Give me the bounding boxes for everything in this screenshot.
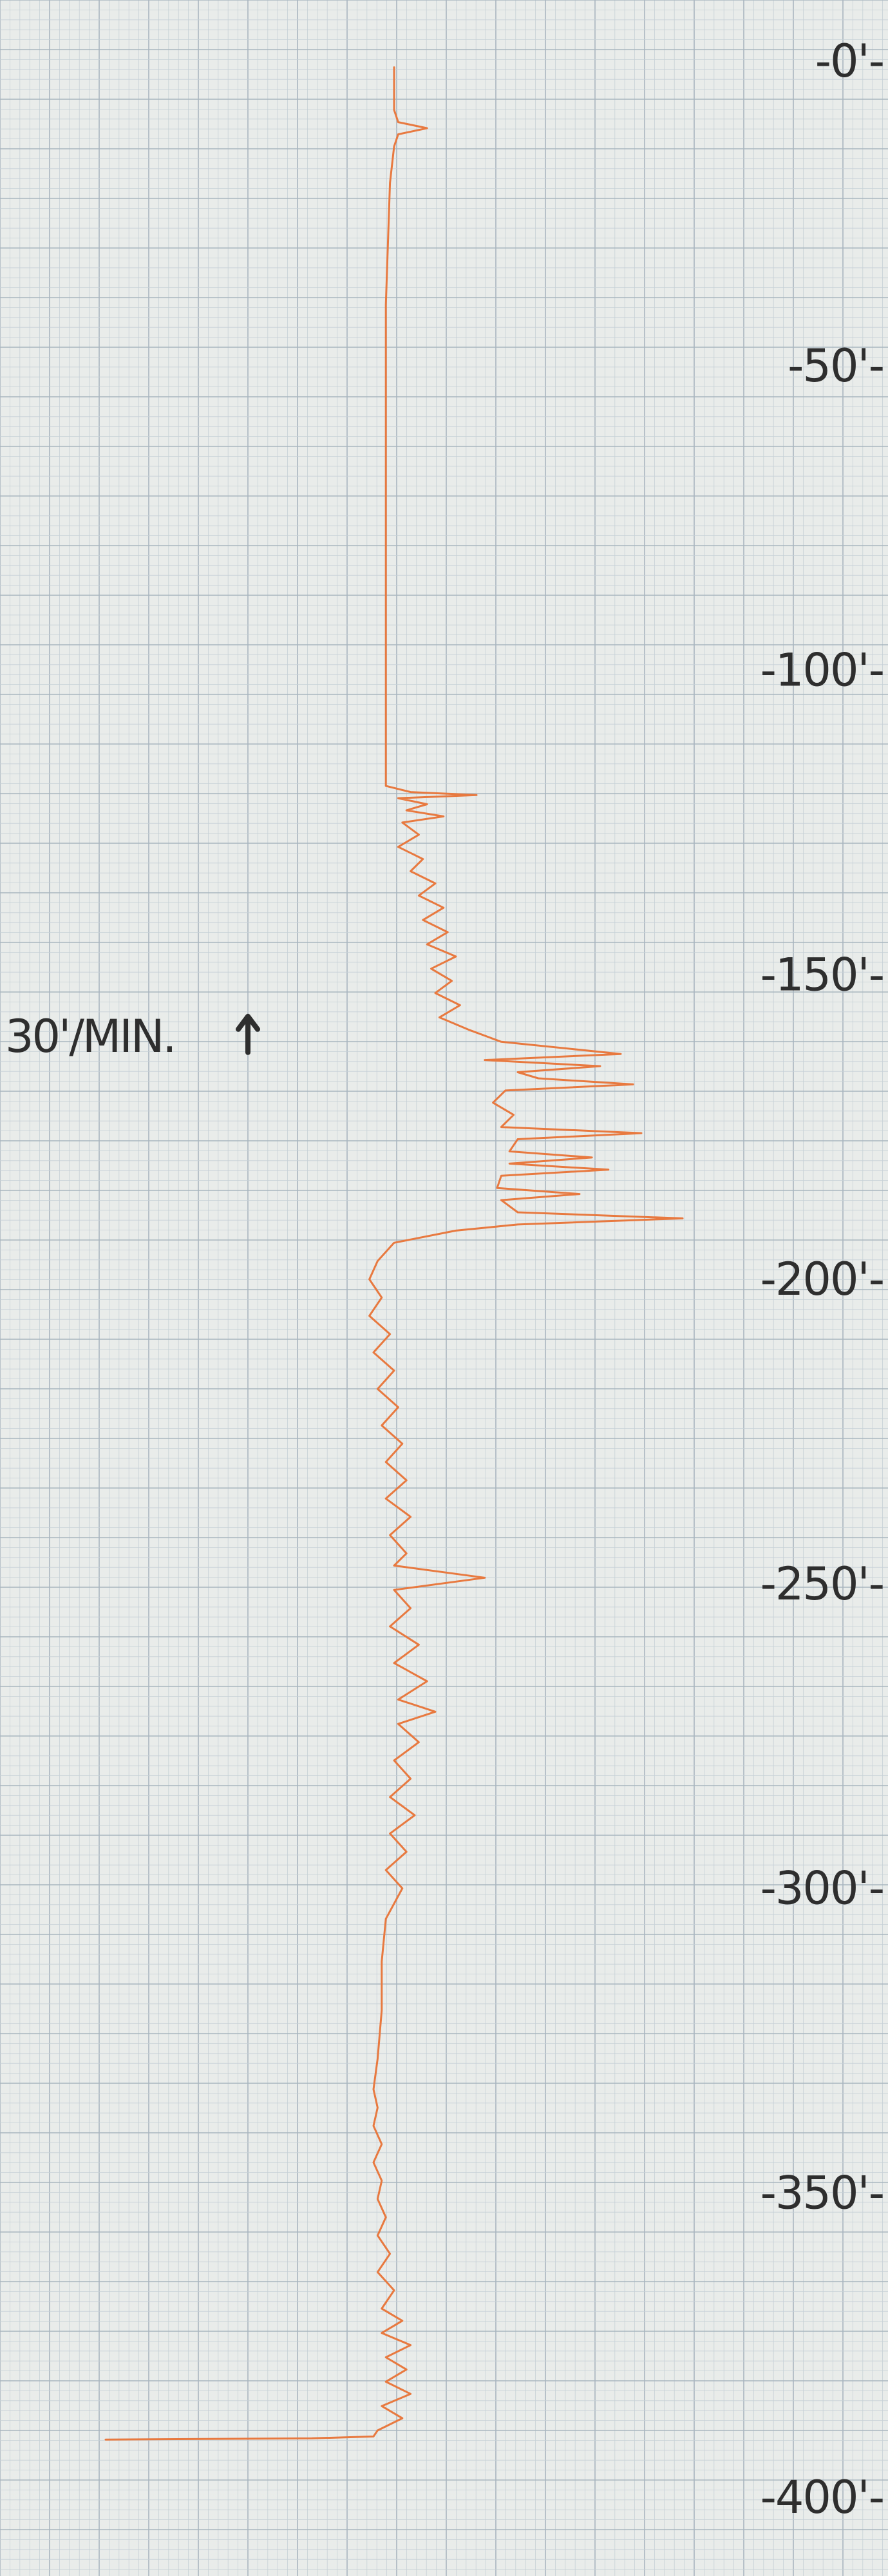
depth-tick-label: -200'- [760, 1253, 883, 1306]
depth-tick-label: -350'- [760, 2166, 883, 2219]
depth-tick-label: -150'- [760, 948, 883, 1001]
depth-tick-labels: -0'- -50'- -100'- -150'- -200'- -250'- -300'- -… [760, 35, 885, 2524]
depth-tick-label: -0'- [815, 35, 883, 88]
depth-tick-label: -100'- [760, 644, 883, 697]
speed-annotation-label: 30'/MIN. [5, 1010, 175, 1063]
depth-tick-label: -400'- [760, 2471, 883, 2524]
chart-series-line [104, 66, 684, 2441]
depth-tick-label: -250'- [760, 1558, 883, 1610]
depth-tick-label: -50'- [788, 339, 883, 392]
up-arrow-icon [236, 1013, 260, 1055]
speed-annotation: 30'/MIN. [5, 1010, 260, 1063]
chart-trace-layer [104, 66, 684, 2441]
depth-tick-label: -300'- [760, 1862, 883, 1915]
